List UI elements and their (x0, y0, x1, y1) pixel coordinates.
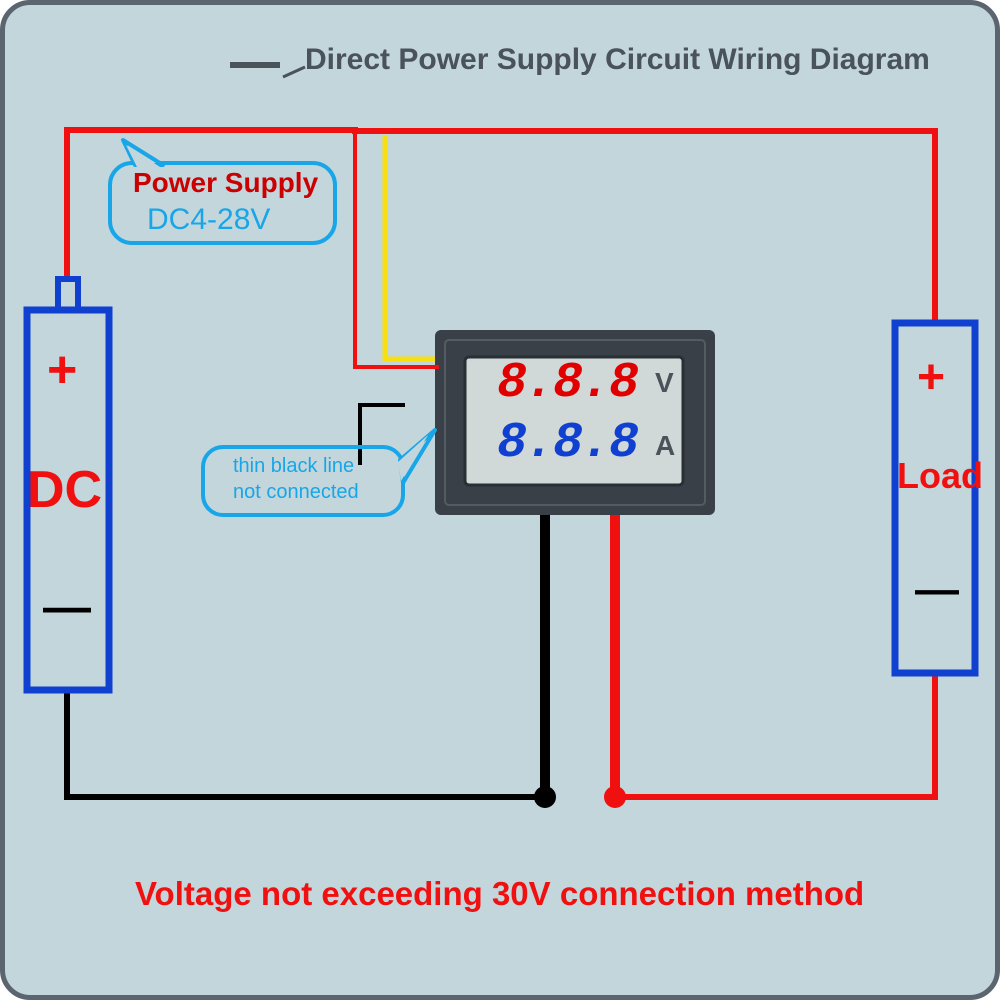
dc-minus: — (43, 580, 91, 635)
dc-terminal (58, 279, 78, 311)
thin-black-label-2: not connected (233, 481, 359, 504)
caption: Voltage not exceeding 30V connection met… (135, 875, 864, 913)
load-minus: — (915, 565, 959, 615)
wire-bottom-red (615, 665, 935, 797)
load-label: Load (897, 455, 983, 497)
power-supply-label-2: DC4-28V (147, 203, 270, 237)
title: Direct Power Supply Circuit Wiring Diagr… (305, 43, 930, 77)
bubble-thin-tail-fill (398, 435, 428, 481)
meter-unit-a: A (655, 430, 675, 462)
dc-plus: + (47, 340, 77, 400)
wire-bottom-black (67, 685, 545, 797)
wiring-svg (5, 5, 995, 995)
wire-yellow (385, 135, 445, 359)
load-plus: + (917, 350, 945, 405)
meter-amps: 8.8.8 (497, 415, 637, 472)
thin-black-label-1: thin black line (233, 455, 354, 478)
meter-unit-v: V (655, 367, 674, 399)
junction-red (604, 786, 626, 808)
dc-label: DC (27, 460, 102, 520)
title-tick (283, 67, 305, 77)
meter-volts: 8.8.8 (497, 355, 637, 412)
power-supply-label-1: Power Supply (133, 167, 318, 199)
junction-black (534, 786, 556, 808)
